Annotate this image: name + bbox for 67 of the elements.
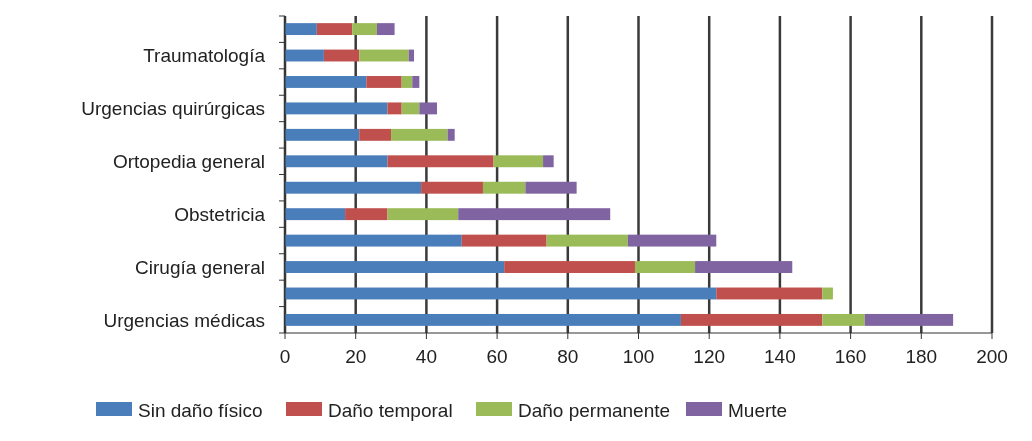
bar	[376, 23, 395, 36]
legend-label: Muerte	[728, 399, 788, 421]
y-tick-label: Traumatología	[143, 45, 266, 67]
bar	[285, 49, 324, 62]
bar	[359, 128, 392, 141]
bar	[461, 234, 547, 247]
legend-label: Sin daño físico	[138, 399, 263, 421]
x-tick-label: 100	[622, 346, 655, 367]
x-tick-label: 160	[834, 346, 867, 367]
bar	[285, 287, 717, 300]
bar	[387, 208, 459, 221]
bar	[285, 102, 388, 115]
bar	[627, 234, 717, 247]
x-tick-label: 120	[693, 346, 726, 367]
legend-label: Daño temporal	[328, 399, 453, 421]
x-tick-label: 200	[976, 346, 1008, 367]
x-tick-label: 180	[905, 346, 938, 367]
x-tick-label: 20	[345, 346, 367, 367]
bar	[316, 23, 353, 36]
bar	[285, 155, 388, 168]
y-tick-label: Urgencias quirúrgicas	[81, 98, 265, 120]
x-tick-label: 0	[279, 346, 291, 367]
bar	[482, 181, 526, 194]
bar	[285, 76, 367, 88]
bar	[387, 155, 494, 168]
bar	[864, 313, 954, 326]
bar	[285, 128, 360, 141]
bar	[525, 181, 577, 194]
bar	[504, 261, 635, 273]
x-tick-label: 80	[557, 346, 579, 367]
bar	[359, 49, 409, 62]
bar	[366, 76, 402, 88]
bar	[285, 261, 505, 273]
bar	[285, 208, 346, 221]
bar	[546, 234, 628, 247]
bar	[634, 261, 696, 273]
bar	[419, 102, 438, 115]
bar	[285, 313, 681, 326]
bar	[822, 313, 865, 326]
x-tick-label: 60	[486, 346, 508, 367]
x-tick-label: 140	[764, 346, 796, 367]
x-tick-label: 40	[415, 346, 437, 367]
y-tick-label: Ortopedia general	[112, 150, 265, 172]
bar	[401, 76, 413, 88]
bar	[458, 208, 611, 221]
y-tick-label: Cirugía general	[135, 256, 265, 278]
bar	[345, 208, 388, 221]
bar	[285, 23, 317, 36]
bar	[285, 181, 422, 194]
bar	[680, 313, 823, 326]
y-tick-label: Urgencias médicas	[103, 309, 265, 331]
bar	[822, 287, 833, 300]
bar	[387, 102, 402, 115]
bar	[412, 76, 420, 88]
bar	[352, 23, 377, 36]
legend-label: Daño permanente	[518, 399, 671, 421]
bar	[447, 128, 455, 141]
bar	[323, 49, 360, 62]
bar	[401, 102, 420, 115]
bar	[421, 181, 483, 194]
bar	[543, 155, 554, 168]
bar	[493, 155, 544, 168]
bar	[695, 261, 793, 273]
bar	[716, 287, 823, 300]
bar	[285, 234, 462, 247]
y-tick-label: Obstetricia	[174, 203, 266, 225]
bar	[391, 128, 448, 141]
